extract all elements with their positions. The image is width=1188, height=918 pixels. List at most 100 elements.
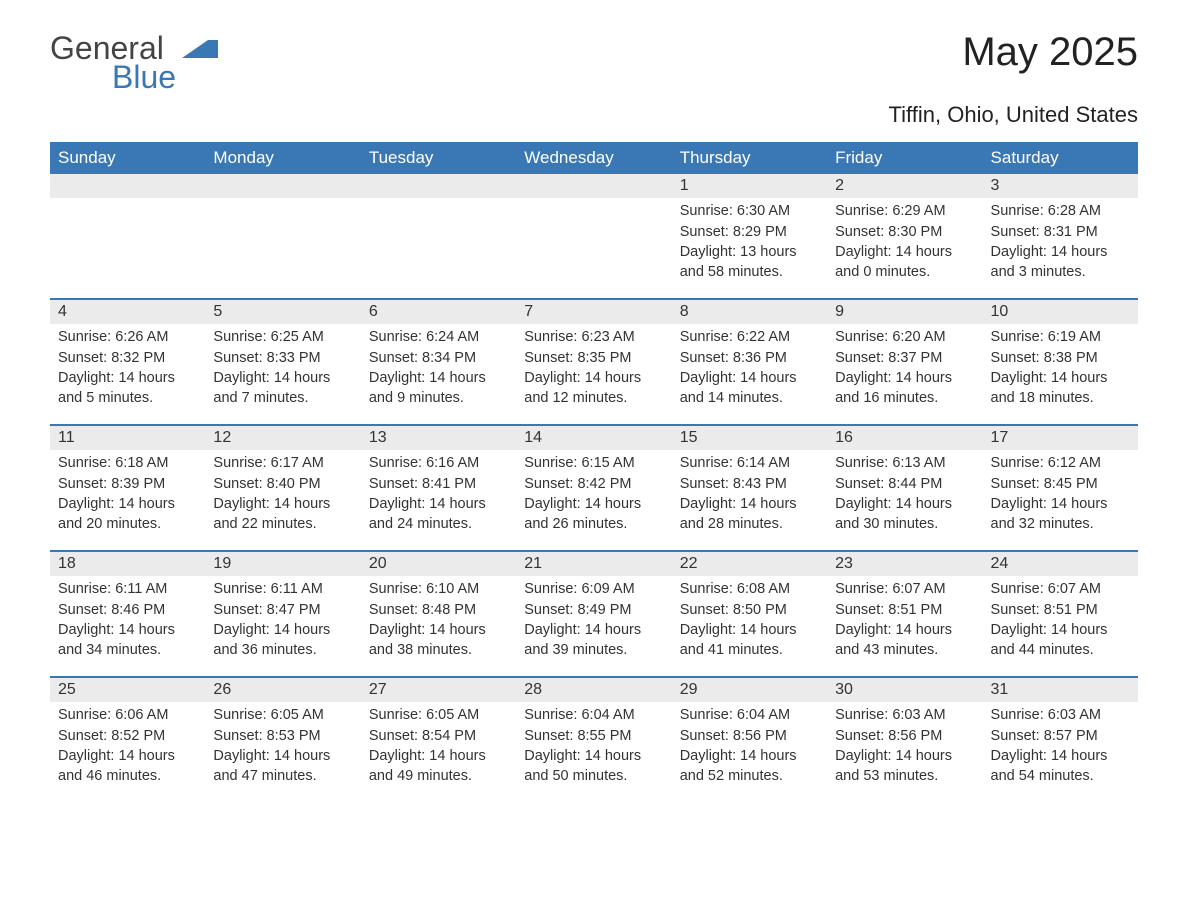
sunset-text: Sunset: 8:39 PM	[58, 475, 197, 495]
day-number: 21	[516, 552, 671, 576]
day-header: Friday	[827, 142, 982, 174]
sunset-text: Sunset: 8:51 PM	[991, 601, 1130, 621]
daylight-text: Daylight: 14 hours and 41 minutes.	[680, 621, 819, 660]
daylight-text: Daylight: 14 hours and 44 minutes.	[991, 621, 1130, 660]
daylight-text: Daylight: 14 hours and 0 minutes.	[835, 243, 974, 282]
sunset-text: Sunset: 8:30 PM	[835, 223, 974, 243]
day-number: 22	[672, 552, 827, 576]
calendar-week: 11Sunrise: 6:18 AMSunset: 8:39 PMDayligh…	[50, 424, 1138, 550]
day-number: 31	[983, 678, 1138, 702]
calendar-cell: 22Sunrise: 6:08 AMSunset: 8:50 PMDayligh…	[672, 552, 827, 676]
calendar-week: 18Sunrise: 6:11 AMSunset: 8:46 PMDayligh…	[50, 550, 1138, 676]
daylight-text: Daylight: 14 hours and 30 minutes.	[835, 495, 974, 534]
calendar-cell: 21Sunrise: 6:09 AMSunset: 8:49 PMDayligh…	[516, 552, 671, 676]
daylight-text: Daylight: 14 hours and 32 minutes.	[991, 495, 1130, 534]
cell-body: Sunrise: 6:30 AMSunset: 8:29 PMDaylight:…	[672, 198, 827, 291]
day-header-row: SundayMondayTuesdayWednesdayThursdayFrid…	[50, 142, 1138, 174]
calendar-cell: 7Sunrise: 6:23 AMSunset: 8:35 PMDaylight…	[516, 300, 671, 424]
daylight-text: Daylight: 14 hours and 7 minutes.	[213, 369, 352, 408]
page-title: May 2025	[962, 30, 1138, 75]
cell-body: Sunrise: 6:13 AMSunset: 8:44 PMDaylight:…	[827, 450, 982, 543]
sunset-text: Sunset: 8:43 PM	[680, 475, 819, 495]
daylight-text: Daylight: 14 hours and 49 minutes.	[369, 747, 508, 786]
day-number: 4	[50, 300, 205, 324]
cell-body: Sunrise: 6:14 AMSunset: 8:43 PMDaylight:…	[672, 450, 827, 543]
calendar-cell: 10Sunrise: 6:19 AMSunset: 8:38 PMDayligh…	[983, 300, 1138, 424]
day-number: 30	[827, 678, 982, 702]
sunrise-text: Sunrise: 6:11 AM	[213, 580, 352, 600]
sunrise-text: Sunrise: 6:07 AM	[991, 580, 1130, 600]
day-header: Sunday	[50, 142, 205, 174]
calendar-cell: 5Sunrise: 6:25 AMSunset: 8:33 PMDaylight…	[205, 300, 360, 424]
day-number: 3	[983, 174, 1138, 198]
cell-body: Sunrise: 6:23 AMSunset: 8:35 PMDaylight:…	[516, 324, 671, 417]
day-header: Saturday	[983, 142, 1138, 174]
daylight-text: Daylight: 14 hours and 22 minutes.	[213, 495, 352, 534]
day-number: 23	[827, 552, 982, 576]
cell-body: Sunrise: 6:11 AMSunset: 8:47 PMDaylight:…	[205, 576, 360, 669]
cell-body: Sunrise: 6:18 AMSunset: 8:39 PMDaylight:…	[50, 450, 205, 543]
cell-body: Sunrise: 6:06 AMSunset: 8:52 PMDaylight:…	[50, 702, 205, 795]
daylight-text: Daylight: 14 hours and 36 minutes.	[213, 621, 352, 660]
daylight-text: Daylight: 14 hours and 16 minutes.	[835, 369, 974, 408]
daylight-text: Daylight: 14 hours and 34 minutes.	[58, 621, 197, 660]
day-number: 27	[361, 678, 516, 702]
calendar-cell: 30Sunrise: 6:03 AMSunset: 8:56 PMDayligh…	[827, 678, 982, 802]
cell-body: Sunrise: 6:04 AMSunset: 8:56 PMDaylight:…	[672, 702, 827, 795]
day-number: 2	[827, 174, 982, 198]
sunset-text: Sunset: 8:48 PM	[369, 601, 508, 621]
sunset-text: Sunset: 8:38 PM	[991, 349, 1130, 369]
calendar-week: 1Sunrise: 6:30 AMSunset: 8:29 PMDaylight…	[50, 174, 1138, 298]
location-text: Tiffin, Ohio, United States	[50, 102, 1138, 128]
sunrise-text: Sunrise: 6:14 AM	[680, 454, 819, 474]
daylight-text: Daylight: 14 hours and 46 minutes.	[58, 747, 197, 786]
sunrise-text: Sunrise: 6:19 AM	[991, 328, 1130, 348]
day-number: 15	[672, 426, 827, 450]
sunrise-text: Sunrise: 6:08 AM	[680, 580, 819, 600]
day-number	[361, 174, 516, 198]
cell-body: Sunrise: 6:04 AMSunset: 8:55 PMDaylight:…	[516, 702, 671, 795]
logo-text-blue: Blue	[112, 59, 176, 96]
day-header: Monday	[205, 142, 360, 174]
day-header: Wednesday	[516, 142, 671, 174]
cell-body: Sunrise: 6:26 AMSunset: 8:32 PMDaylight:…	[50, 324, 205, 417]
daylight-text: Daylight: 14 hours and 53 minutes.	[835, 747, 974, 786]
cell-body: Sunrise: 6:03 AMSunset: 8:57 PMDaylight:…	[983, 702, 1138, 795]
calendar-cell: 1Sunrise: 6:30 AMSunset: 8:29 PMDaylight…	[672, 174, 827, 298]
sunrise-text: Sunrise: 6:28 AM	[991, 202, 1130, 222]
sunset-text: Sunset: 8:41 PM	[369, 475, 508, 495]
daylight-text: Daylight: 14 hours and 43 minutes.	[835, 621, 974, 660]
cell-body: Sunrise: 6:17 AMSunset: 8:40 PMDaylight:…	[205, 450, 360, 543]
sunset-text: Sunset: 8:31 PM	[991, 223, 1130, 243]
day-number: 7	[516, 300, 671, 324]
calendar-cell: 13Sunrise: 6:16 AMSunset: 8:41 PMDayligh…	[361, 426, 516, 550]
cell-body: Sunrise: 6:29 AMSunset: 8:30 PMDaylight:…	[827, 198, 982, 291]
cell-body: Sunrise: 6:07 AMSunset: 8:51 PMDaylight:…	[983, 576, 1138, 669]
day-number: 20	[361, 552, 516, 576]
cell-body: Sunrise: 6:07 AMSunset: 8:51 PMDaylight:…	[827, 576, 982, 669]
day-number: 26	[205, 678, 360, 702]
cell-body: Sunrise: 6:11 AMSunset: 8:46 PMDaylight:…	[50, 576, 205, 669]
calendar-cell: 6Sunrise: 6:24 AMSunset: 8:34 PMDaylight…	[361, 300, 516, 424]
calendar-cell: 4Sunrise: 6:26 AMSunset: 8:32 PMDaylight…	[50, 300, 205, 424]
day-number: 16	[827, 426, 982, 450]
sunset-text: Sunset: 8:47 PM	[213, 601, 352, 621]
sunrise-text: Sunrise: 6:30 AM	[680, 202, 819, 222]
day-number	[516, 174, 671, 198]
sunrise-text: Sunrise: 6:13 AM	[835, 454, 974, 474]
daylight-text: Daylight: 14 hours and 24 minutes.	[369, 495, 508, 534]
sunset-text: Sunset: 8:45 PM	[991, 475, 1130, 495]
logo: General Blue	[50, 30, 222, 96]
cell-body: Sunrise: 6:20 AMSunset: 8:37 PMDaylight:…	[827, 324, 982, 417]
sunrise-text: Sunrise: 6:10 AM	[369, 580, 508, 600]
sunrise-text: Sunrise: 6:09 AM	[524, 580, 663, 600]
day-number: 17	[983, 426, 1138, 450]
sunset-text: Sunset: 8:52 PM	[58, 727, 197, 747]
day-number	[205, 174, 360, 198]
sunrise-text: Sunrise: 6:23 AM	[524, 328, 663, 348]
day-number: 29	[672, 678, 827, 702]
calendar-cell: 11Sunrise: 6:18 AMSunset: 8:39 PMDayligh…	[50, 426, 205, 550]
sunrise-text: Sunrise: 6:15 AM	[524, 454, 663, 474]
day-number: 10	[983, 300, 1138, 324]
sunset-text: Sunset: 8:36 PM	[680, 349, 819, 369]
